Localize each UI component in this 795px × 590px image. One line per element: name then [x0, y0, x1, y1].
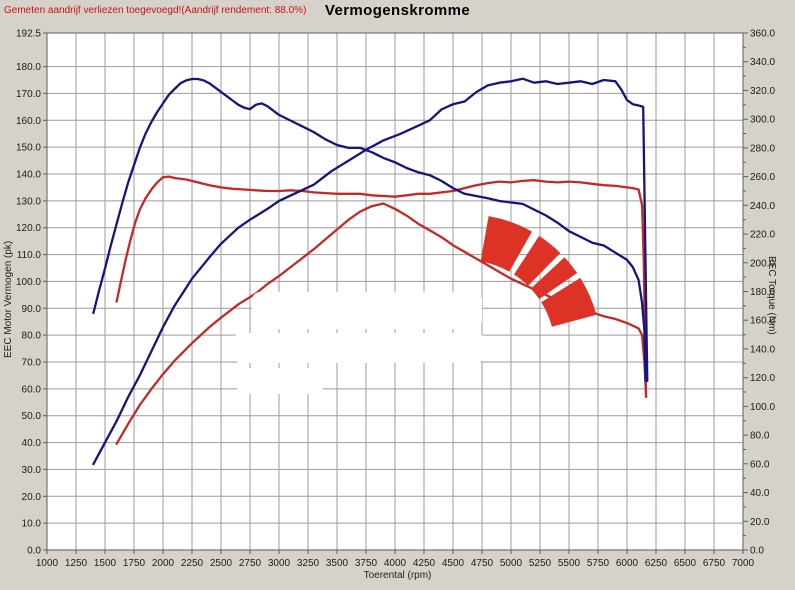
- svg-text:1500: 1500: [94, 558, 117, 569]
- svg-text:1750: 1750: [123, 558, 146, 569]
- svg-text:280.0: 280.0: [750, 143, 775, 154]
- svg-text:360.0: 360.0: [750, 29, 775, 40]
- brand-logo-arc: [480, 216, 597, 327]
- svg-text:120.0: 120.0: [750, 373, 775, 384]
- svg-text:50.0: 50.0: [22, 411, 42, 422]
- svg-text:4250: 4250: [413, 558, 436, 569]
- grid: [47, 33, 743, 550]
- svg-text:340.0: 340.0: [750, 57, 775, 68]
- curves: [92, 77, 649, 466]
- chart-title: Vermogenskromme: [324, 2, 471, 19]
- watermark: [233, 292, 485, 394]
- svg-text:1000: 1000: [36, 558, 59, 569]
- torque-blue-curve: [92, 77, 647, 382]
- axis-ticks: [43, 32, 748, 554]
- svg-text:180.0: 180.0: [750, 287, 775, 298]
- svg-text:150.0: 150.0: [16, 143, 41, 154]
- svg-text:2750: 2750: [239, 558, 262, 569]
- svg-text:240.0: 240.0: [750, 201, 775, 212]
- svg-text:2000: 2000: [152, 558, 175, 569]
- svg-text:7000: 7000: [732, 558, 755, 569]
- left-axis-title: EEC Motor Vermogen (pk): [3, 240, 14, 358]
- svg-text:200.0: 200.0: [750, 258, 775, 269]
- svg-text:160.0: 160.0: [16, 116, 41, 127]
- svg-text:5000: 5000: [500, 558, 523, 569]
- svg-text:4500: 4500: [442, 558, 465, 569]
- svg-text:2500: 2500: [210, 558, 233, 569]
- svg-text:6750: 6750: [703, 558, 726, 569]
- svg-text:70.0: 70.0: [22, 358, 42, 369]
- svg-text:2250: 2250: [181, 558, 204, 569]
- svg-text:4750: 4750: [471, 558, 494, 569]
- right-axis-title: EEC Torque (Nm): [766, 256, 777, 335]
- svg-text:5750: 5750: [587, 558, 610, 569]
- svg-text:130.0: 130.0: [16, 196, 41, 207]
- svg-text:0.0: 0.0: [27, 546, 41, 557]
- svg-text:320.0: 320.0: [750, 86, 775, 97]
- svg-text:140.0: 140.0: [750, 344, 775, 355]
- power-red-curve: [115, 202, 648, 446]
- svg-text:4000: 4000: [384, 558, 407, 569]
- svg-text:10.0: 10.0: [22, 519, 42, 530]
- drivetrain-loss-note: Gemeten aandrijf verliezen toegevoegd!(A…: [4, 5, 307, 16]
- svg-text:5500: 5500: [558, 558, 581, 569]
- svg-text:192.5: 192.5: [16, 29, 41, 40]
- svg-text:3750: 3750: [355, 558, 378, 569]
- x-axis-title: Toerental (rpm): [363, 570, 432, 581]
- svg-text:6000: 6000: [616, 558, 639, 569]
- svg-text:3250: 3250: [297, 558, 320, 569]
- svg-text:80.0: 80.0: [22, 331, 42, 342]
- power-blue-curve: [92, 77, 649, 466]
- svg-text:6500: 6500: [674, 558, 697, 569]
- svg-text:90.0: 90.0: [22, 304, 42, 315]
- svg-text:140.0: 140.0: [16, 170, 41, 181]
- svg-text:220.0: 220.0: [750, 230, 775, 241]
- svg-text:120.0: 120.0: [16, 223, 41, 234]
- svg-text:20.0: 20.0: [22, 492, 42, 503]
- svg-text:30.0: 30.0: [22, 465, 42, 476]
- svg-text:3000: 3000: [268, 558, 291, 569]
- svg-text:20.0: 20.0: [750, 517, 770, 528]
- svg-text:170.0: 170.0: [16, 89, 41, 100]
- svg-text:1250: 1250: [65, 558, 88, 569]
- svg-text:100.0: 100.0: [16, 277, 41, 288]
- svg-text:110.0: 110.0: [17, 250, 42, 261]
- svg-text:80.0: 80.0: [750, 431, 770, 442]
- svg-text:260.0: 260.0: [750, 172, 775, 183]
- svg-text:6250: 6250: [645, 558, 668, 569]
- svg-text:160.0: 160.0: [750, 316, 775, 327]
- svg-text:40.0: 40.0: [22, 438, 42, 449]
- svg-text:300.0: 300.0: [750, 115, 775, 126]
- svg-text:180.0: 180.0: [16, 62, 41, 73]
- axis-tick-labels: 192.5 180.0 170.0 160.0 150.0 140.0 130.0 120.0…: [16, 29, 775, 570]
- svg-text:40.0: 40.0: [750, 488, 770, 499]
- svg-text:60.0: 60.0: [750, 459, 770, 470]
- svg-text:60.0: 60.0: [22, 384, 42, 395]
- svg-text:5250: 5250: [529, 558, 552, 569]
- svg-text:100.0: 100.0: [750, 402, 775, 413]
- svg-text:0.0: 0.0: [750, 546, 764, 557]
- svg-text:3500: 3500: [326, 558, 349, 569]
- torque-red-curve: [115, 175, 648, 398]
